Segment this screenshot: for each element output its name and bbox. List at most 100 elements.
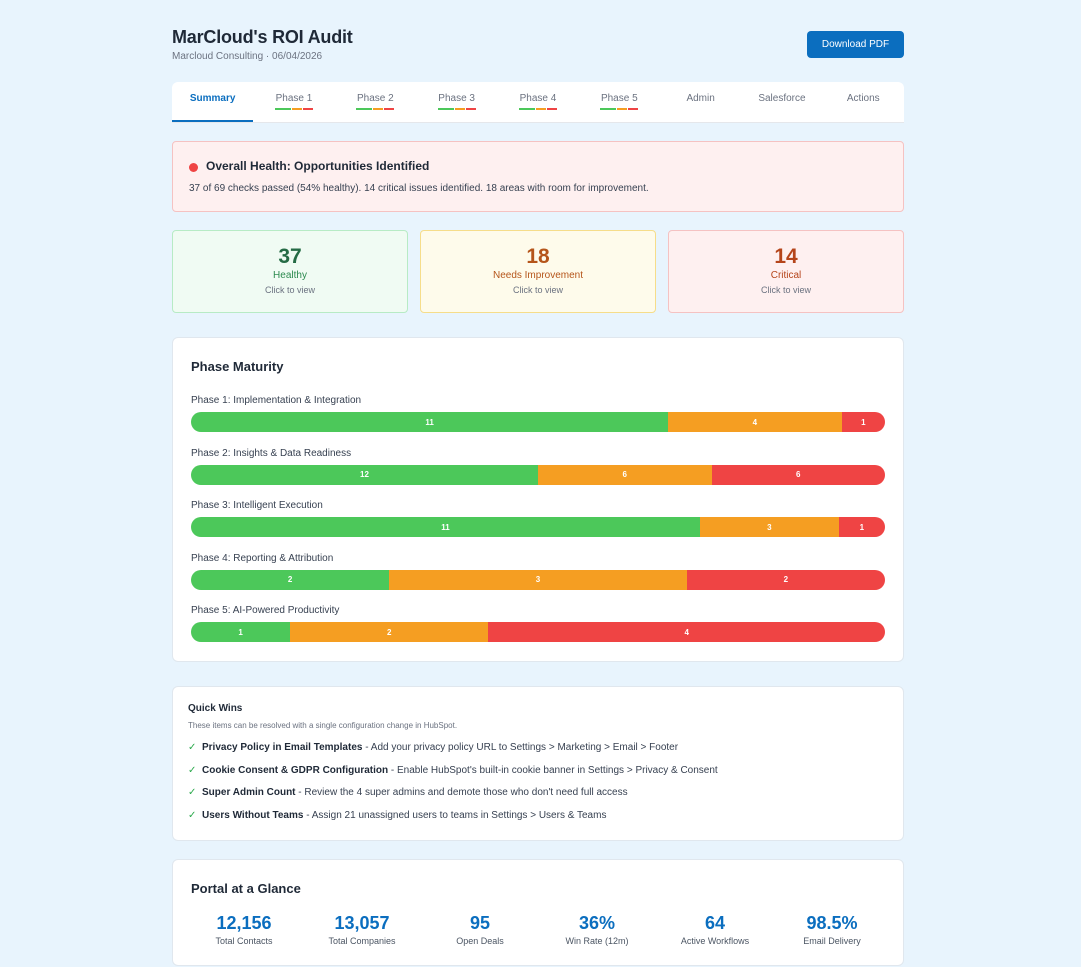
metric-label: Total Contacts: [215, 936, 273, 946]
tab-phase-5[interactable]: Phase 5: [579, 82, 660, 122]
phase-segment-critical: 4: [488, 622, 885, 642]
phase-label: Phase 3: Intelligent Execution: [191, 500, 323, 511]
healthy-stat-card[interactable]: 37 Healthy Click to view: [172, 230, 408, 313]
portal-glance-panel: Portal at a Glance 12,156 Total Contacts 1…: [172, 859, 904, 966]
health-description: 37 of 69 checks passed (54% healthy). 14…: [189, 183, 649, 194]
tab-salesforce[interactable]: Salesforce: [741, 82, 822, 122]
quick-win-name: Privacy Policy in Email Templates: [202, 742, 363, 753]
phase-segment-critical: 2: [686, 569, 885, 590]
check-icon: ✓: [188, 764, 197, 776]
status-line: [291, 108, 302, 110]
tab-phase-3[interactable]: Phase 3: [416, 82, 497, 122]
needs-improvement-label: Needs Improvement: [492, 270, 584, 281]
metric-value: 95: [469, 913, 491, 933]
metric-value: 36%: [578, 913, 616, 933]
status-line: [546, 108, 557, 110]
critical-label: Critical: [770, 270, 802, 281]
phase-segment-healthy: 12: [191, 464, 538, 485]
tab-actions[interactable]: Actions: [823, 82, 904, 122]
healthy-count: 37: [278, 245, 302, 268]
phase-segment-critical: 6: [711, 464, 885, 485]
healthy-label: Healthy: [273, 270, 307, 281]
tab-phase-2[interactable]: Phase 2: [335, 82, 416, 122]
health-banner: Overall Health: Opportunities Identified…: [172, 141, 904, 212]
quick-wins-title: Quick Wins: [188, 703, 243, 714]
check-icon: ✓: [188, 809, 197, 821]
phase-label: Phase 2: Insights & Data Readiness: [191, 447, 352, 459]
health-title: Overall Health: Opportunities Identified: [206, 159, 430, 173]
quick-wins-subtitle: These items can be resolved with a singl…: [188, 721, 458, 730]
phase-segment-needs: 6: [538, 464, 712, 485]
status-line: [454, 108, 465, 110]
tab-status-indicator: [416, 108, 497, 110]
phase-segment-healthy: 2: [191, 569, 390, 590]
needs-improvement-count: 18: [526, 245, 550, 268]
portal-glance-title: Portal at a Glance: [191, 881, 301, 896]
tab-label: Actions: [846, 93, 880, 104]
phase-maturity-title: Phase Maturity: [191, 359, 284, 374]
glance-metric: 98.5% Email Delivery: [773, 913, 891, 946]
glance-metric: 64 Active Workflows: [656, 913, 774, 946]
needs-improvement-hint: Click to view: [512, 285, 563, 295]
quick-wins-panel: Quick Wins These items can be resolved w…: [172, 686, 904, 841]
tab-status-indicator: [497, 108, 578, 110]
status-line: [302, 108, 313, 110]
glance-metric: 95 Open Deals: [421, 913, 539, 946]
phase-segment-healthy: 1: [191, 622, 291, 642]
metric-value: 13,057: [334, 913, 390, 933]
quick-win-detail: - Add your privacy policy URL to Setting…: [362, 742, 679, 753]
tab-bar: Summary Phase 1 Phase 2 Phase 3 Phase 4 Phase…: [172, 82, 904, 123]
quick-win-detail: - Enable HubSpot's built-in cookie banne…: [388, 764, 718, 776]
phase-label: Phase 5: AI-Powered Productivity: [191, 605, 340, 616]
tab-label: Summary: [189, 93, 236, 104]
status-line: [274, 108, 291, 110]
metric-label: Total Companies: [328, 936, 396, 946]
phase-label: Phase 1: Implementation & Integration: [191, 395, 362, 406]
phase-segment-needs: 4: [668, 412, 842, 432]
quick-win-name: Cookie Consent & GDPR Configuration: [202, 764, 389, 776]
quick-win-item: ✓ Super Admin Count - Review the 4 super …: [188, 787, 628, 798]
phase-progress-bar: 12 6 6: [191, 464, 885, 485]
quick-win-item: ✓ Privacy Policy in Email Templates - Add…: [188, 742, 678, 753]
page-subtitle: Marcloud Consulting · 06/04/2026: [172, 51, 323, 62]
tab-label: Phase 5: [600, 93, 638, 104]
status-line: [535, 108, 546, 110]
tab-status-indicator: [253, 108, 334, 110]
phase-progress-bar: 11 3 1: [191, 517, 885, 537]
status-dot-icon: [189, 163, 198, 172]
phase-progress-bar: 11 4 1: [191, 412, 885, 432]
needs-improvement-stat-card[interactable]: 18 Needs Improvement Click to view: [420, 230, 656, 313]
phase-segment-needs: 3: [389, 569, 687, 590]
status-line: [617, 108, 628, 110]
tab-phase-4[interactable]: Phase 4: [497, 82, 578, 122]
tab-label: Phase 2: [356, 93, 394, 104]
tab-summary[interactable]: Summary: [172, 82, 254, 122]
phase-segment-needs: 3: [699, 517, 839, 537]
quick-win-detail: - Assign 21 unassigned users to teams in…: [303, 809, 607, 821]
status-line: [384, 108, 395, 110]
metric-value: 64: [704, 913, 726, 933]
tab-status-indicator: [335, 108, 416, 110]
quick-win-detail: - Review the 4 super admins and demote t…: [295, 787, 628, 798]
tab-label: Phase 3: [438, 93, 475, 104]
phase-segment-healthy: 11: [191, 412, 669, 432]
status-line: [600, 108, 617, 110]
critical-hint: Click to view: [760, 285, 811, 295]
report-header: MarCloud's ROI Audit Marcloud Consulting…: [172, 0, 904, 82]
critical-stat-card[interactable]: 14 Critical Click to view: [668, 230, 904, 313]
tab-label: Phase 1: [275, 93, 313, 104]
quick-win-item: ✓ Users Without Teams - Assign 21 unassig…: [188, 810, 606, 821]
phase-segment-healthy: 11: [191, 517, 700, 537]
phase-segment-needs: 2: [290, 622, 489, 642]
check-icon: ✓: [188, 787, 197, 798]
quick-win-name: Users Without Teams: [202, 809, 304, 821]
download-pdf-button[interactable]: Download PDF: [807, 31, 904, 58]
tab-admin[interactable]: Admin: [660, 82, 741, 122]
quick-win-item: ✓ Cookie Consent & GDPR Configuration - E…: [188, 765, 718, 776]
glance-metric: 36% Win Rate (12m): [538, 913, 656, 946]
tab-phase-1[interactable]: Phase 1: [253, 82, 334, 122]
metric-label: Active Workflows: [680, 936, 750, 946]
status-line: [437, 108, 454, 110]
metric-label: Email Delivery: [803, 936, 861, 946]
